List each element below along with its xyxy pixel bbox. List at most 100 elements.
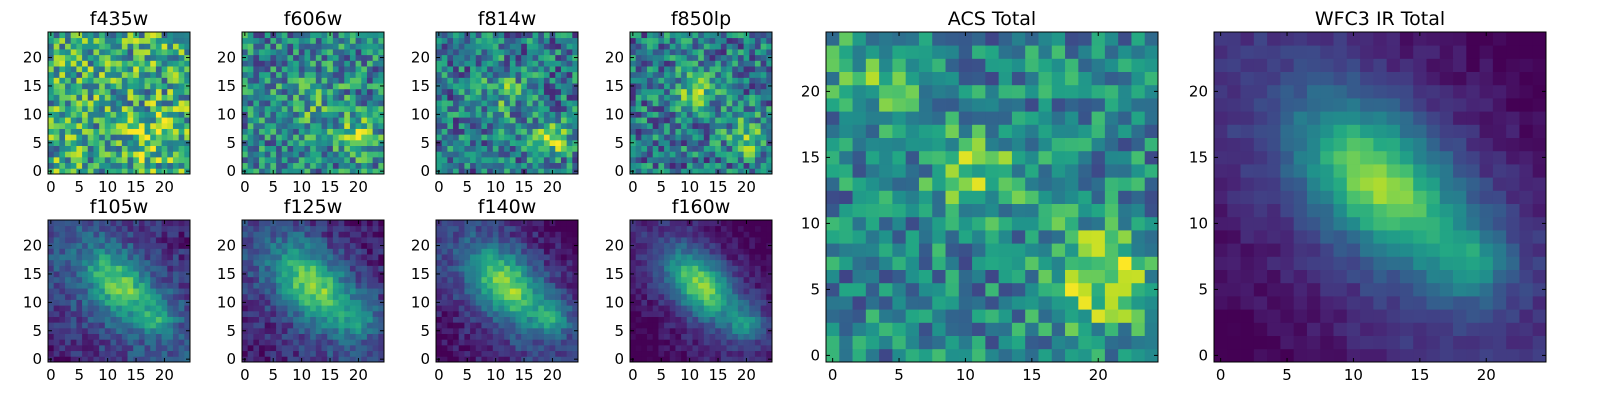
heatmap-cell [538, 276, 545, 283]
heatmap-cell [675, 293, 682, 300]
heatmap-cell [555, 43, 562, 50]
heatmap-cell [82, 105, 89, 112]
heatmap-cell [447, 37, 454, 44]
heatmap-cell [669, 156, 676, 164]
heatmap-cell [315, 271, 322, 278]
heatmap-cell [715, 54, 722, 61]
heatmap-cell [87, 322, 94, 329]
heatmap-cell [127, 327, 134, 334]
heatmap-cell [641, 145, 648, 152]
heatmap-cell [720, 77, 727, 84]
heatmap-cell [327, 145, 334, 152]
heatmap-cell [253, 117, 260, 124]
heatmap-cell [572, 322, 579, 329]
heatmap-cell [572, 344, 579, 352]
heatmap-cell [304, 254, 311, 261]
heatmap-cell [53, 231, 60, 238]
heatmap-cell [172, 237, 180, 244]
heatmap-cell [669, 288, 676, 295]
heatmap-cell [681, 122, 688, 129]
heatmap-cell [737, 276, 744, 283]
heatmap-cell [65, 271, 72, 278]
heatmap-cell [749, 66, 756, 73]
heatmap-cell [715, 94, 722, 101]
heatmap-cell [150, 220, 157, 227]
heatmap-cell [270, 66, 277, 73]
heatmap-cell [458, 100, 465, 107]
heatmap-cell [686, 339, 693, 346]
heatmap-cell [635, 139, 642, 146]
heatmap-cell [543, 43, 550, 50]
heatmap-cell [70, 117, 77, 124]
heatmap-cell [93, 100, 100, 107]
heatmap-cell [749, 32, 756, 39]
heatmap-cell [658, 111, 665, 118]
heatmap-cell [658, 344, 665, 352]
heatmap-cell [270, 156, 277, 164]
heatmap-cell [332, 333, 339, 340]
heatmap-cell [332, 305, 339, 312]
heatmap-cell [332, 88, 339, 95]
heatmap-cell [560, 32, 568, 39]
heatmap-cell [133, 111, 140, 118]
heatmap-cell [509, 111, 516, 118]
heatmap-cell [247, 271, 254, 278]
heatmap-cell [526, 66, 533, 73]
heatmap-cell [543, 322, 550, 329]
heatmap-cell [737, 54, 744, 61]
heatmap-cell [566, 254, 573, 261]
heatmap-cell [59, 276, 66, 283]
heatmap-cell [560, 310, 568, 317]
heatmap-cell [372, 265, 379, 272]
heatmap-cell [133, 71, 140, 78]
heatmap-cell [560, 60, 568, 67]
heatmap-cell [549, 276, 556, 283]
y-tick-label: 15 [411, 265, 430, 283]
heatmap-cell [366, 231, 374, 238]
heatmap-cell [572, 32, 579, 39]
heatmap-cell [253, 77, 260, 84]
heatmap-cell [378, 259, 385, 266]
heatmap-cell [332, 350, 339, 357]
heatmap-cell [515, 310, 522, 317]
heatmap-cell [737, 32, 744, 39]
heatmap-cell [104, 327, 111, 334]
heatmap-cell [464, 94, 471, 101]
heatmap-cell [481, 111, 488, 118]
heatmap-cell [669, 100, 676, 107]
heatmap-cell [321, 282, 328, 289]
heatmap-cell [361, 242, 368, 249]
heatmap-cell [532, 43, 539, 50]
heatmap-cell [652, 37, 659, 44]
heatmap-cell [515, 242, 522, 249]
heatmap-cell [481, 220, 488, 227]
heatmap-cell [521, 322, 528, 329]
heatmap-cell [720, 122, 727, 129]
heatmap-cell [498, 248, 505, 255]
heatmap-cell [675, 316, 682, 323]
heatmap-cell [172, 282, 180, 289]
heatmap-cell [110, 322, 117, 329]
heatmap-cell [304, 305, 311, 312]
heatmap-cell [464, 305, 471, 312]
heatmap-cell [492, 265, 499, 272]
heatmap-cell [104, 316, 111, 323]
heatmap-cell [760, 145, 767, 152]
heatmap-cell [138, 168, 145, 175]
heatmap-cell [543, 168, 550, 175]
heatmap-cell [110, 83, 117, 90]
heatmap-cell [475, 310, 482, 317]
heatmap-cell [59, 271, 66, 278]
heatmap-cell [470, 254, 477, 261]
heatmap-cell [93, 305, 100, 312]
heatmap-cell [675, 32, 682, 39]
heatmap-cell [172, 339, 180, 346]
heatmap-cell [453, 288, 460, 295]
heatmap-cell [509, 32, 516, 39]
heatmap-cell [321, 32, 328, 39]
heatmap-cell [498, 322, 505, 329]
heatmap-cell [692, 139, 699, 146]
heatmap-cell [715, 77, 722, 84]
heatmap-cell [178, 344, 185, 352]
heatmap-cell [104, 265, 111, 272]
